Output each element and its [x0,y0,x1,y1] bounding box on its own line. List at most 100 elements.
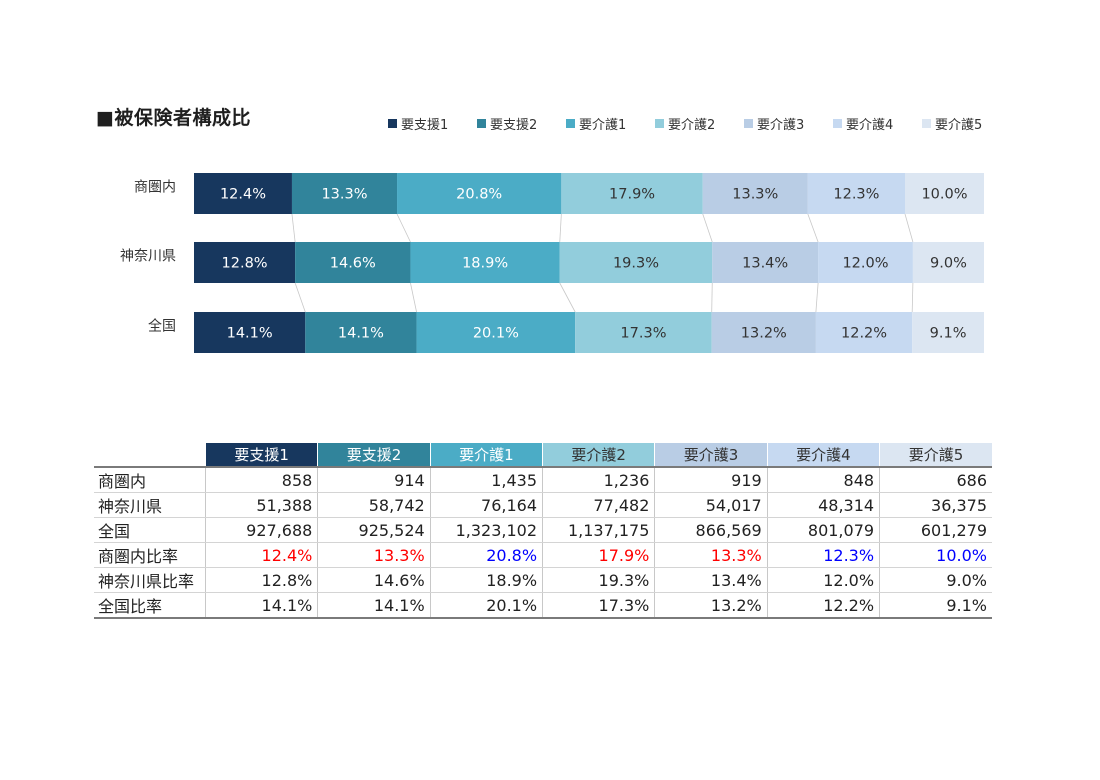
data-label: 14.1% [338,326,384,342]
bar-segment [305,312,417,353]
legend-label: 要支援2 [490,118,538,133]
series-line [291,213,296,243]
table-cell: 13.3% [317,542,431,568]
row-label: 神奈川県比率 [94,567,206,593]
legend-label: 要介護4 [846,118,894,133]
series-line [702,213,713,243]
table-cell: 58,742 [317,492,431,518]
table-cell: 12.3% [766,542,880,568]
bar-segment [295,242,411,283]
table-cell: 914 [317,466,431,493]
category-label: 神奈川県 [120,249,176,265]
table-cell: 17.3% [542,592,655,619]
table-cell: 1,323,102 [429,517,543,543]
page-title: ■被保険者構成比 [96,107,251,129]
bar-segment [807,173,905,214]
legend-label: 要介護1 [579,118,627,133]
table-cell: 601,279 [879,517,992,543]
table-cell: 14.1% [204,592,318,619]
row-label: 商圏内 [94,466,206,493]
legend-item: 要支援2 [477,114,537,133]
legend-swatch [477,119,486,128]
data-label: 17.3% [620,326,666,342]
table-row: 神奈川県比率 12.8% 14.6% 18.9% 19.3% 13.4% 12.0% 9.0% [94,567,992,593]
table-header-cell: 要介護4 [766,443,880,467]
table-row: 神奈川県 51,388 58,742 76,164 77,482 54,017 48,314… [94,492,992,518]
table-cell: 1,236 [542,466,655,493]
table-corner [94,443,206,467]
legend-item: 要介護1 [566,114,626,133]
data-label: 12.8% [222,256,268,272]
data-label: 13.2% [741,326,787,342]
series-line [711,282,713,313]
table-cell: 10.0% [879,542,992,568]
legend-swatch [655,119,664,128]
table-row: 商圏内 858 914 1,435 1,236 919 848 686 [94,466,992,493]
table-cell: 13.2% [654,592,768,619]
bar-segment [194,242,296,283]
data-label: 12.0% [842,256,888,272]
table-cell: 76,164 [429,492,543,518]
row-label: 全国比率 [94,592,206,619]
table-cell: 927,688 [204,517,318,543]
stacked-bar-chart: 商圏内 12.4% 13.3% 20.8% 17.9% 13.3% 12.3% 10.0% 神奈… [120,173,984,353]
row-label: 全国 [94,517,206,543]
bar-segment [194,173,292,214]
category-label: 全国 [148,318,176,335]
category-label: 商圏内 [134,180,176,196]
table-cell: 919 [654,466,768,493]
bar-segment [561,173,703,214]
table-cell: 19.3% [542,567,655,593]
table-cell: 12.0% [766,567,880,593]
table-row: 商圏内比率 12.4% 13.3% 20.8% 17.9% 13.3% 12.3% 10.0% [94,542,992,568]
table-cell: 801,079 [766,517,880,543]
data-label: 14.1% [227,326,273,342]
table-header-cell: 要支援1 [204,443,318,467]
table-body: 商圏内 858 914 1,435 1,236 919 848 686 神奈川県 51,388 58… [94,466,992,619]
row-label: 神奈川県 [94,492,206,518]
series-line [559,282,576,313]
table-cell: 14.6% [317,567,431,593]
bar-segment [815,312,913,353]
bar-segment [905,173,984,214]
data-label: 10.0% [921,187,967,203]
legend-item: 要介護5 [922,114,982,133]
table-cell: 77,482 [542,492,655,518]
series-line [410,282,417,313]
data-label: 20.1% [473,326,519,342]
series-line [396,213,411,243]
legend-item: 要介護3 [744,114,804,133]
bar-segment [397,173,562,214]
table-cell: 20.8% [429,542,543,568]
series-line [904,213,914,243]
series-line [807,213,819,243]
data-label: 20.8% [456,187,502,203]
bar-segment [416,312,576,353]
table-cell: 13.4% [654,567,768,593]
series-line [294,282,306,313]
table-cell: 686 [879,466,992,493]
table-header-cell: 要介護1 [429,443,543,467]
bar-segment [575,312,712,353]
table-cell: 12.2% [766,592,880,619]
series-line [559,213,562,243]
data-label: 12.4% [220,187,266,203]
table-cell: 848 [766,466,880,493]
table-cell: 18.9% [429,567,543,593]
legend-swatch [388,119,397,128]
table-row: 全国比率 14.1% 14.1% 20.1% 17.3% 13.2% 12.2% 9.1% [94,592,992,619]
table-header-cell: 要介護3 [654,443,768,467]
table-cell: 36,375 [879,492,992,518]
table-cell: 12.8% [204,567,318,593]
series-line [815,282,819,313]
data-label: 12.3% [833,187,879,203]
table-cell: 17.9% [542,542,655,568]
table-cell: 51,388 [204,492,318,518]
table-header-cell: 要介護2 [542,443,655,467]
bar-segment [711,312,816,353]
table-cell: 54,017 [654,492,768,518]
table-cell: 858 [204,466,318,493]
legend-item: 要介護2 [655,114,715,133]
data-label: 9.0% [930,256,967,272]
table-cell: 1,435 [429,466,543,493]
